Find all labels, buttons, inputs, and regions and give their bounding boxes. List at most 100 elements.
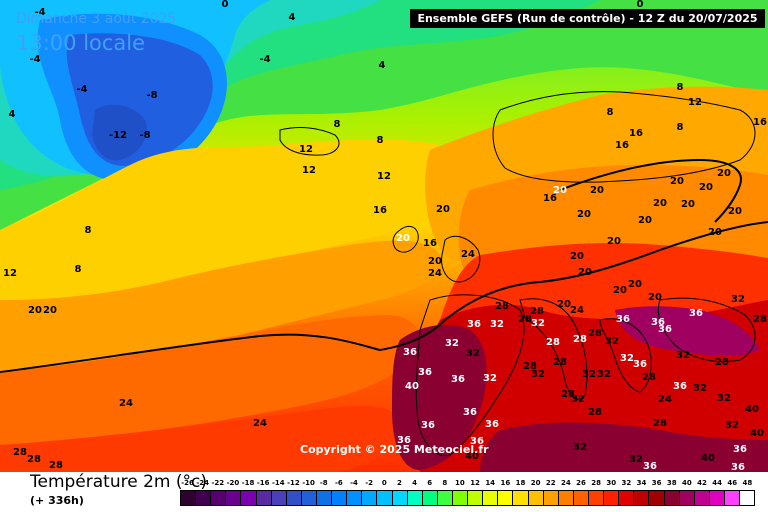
isotherm-label: 36 [397, 435, 411, 446]
isotherm-label: 32 [629, 454, 643, 465]
isotherm-label: 4 [379, 60, 386, 71]
color-scale-swatch [422, 491, 438, 505]
isotherm-label: -4 [259, 54, 270, 65]
isotherm-label: 36 [485, 419, 499, 430]
color-scale-tick: 42 [697, 479, 707, 487]
isotherm-label: 32 [717, 393, 731, 404]
color-scale-bar [180, 490, 755, 506]
isotherm-label: 32 [620, 353, 634, 364]
isotherm-label: 36 [633, 359, 647, 370]
isotherm-label: 20 [670, 176, 684, 187]
isotherm-label: 40 [465, 451, 479, 462]
color-scale-tick: 12 [470, 479, 480, 487]
isotherm-label: 20 [613, 285, 627, 296]
isotherm-label: 20 [28, 305, 42, 316]
isotherm-label: 32 [573, 442, 587, 453]
isotherm-label: 36 [463, 407, 477, 418]
color-scale-swatch [301, 491, 317, 505]
color-scale-tick: 18 [515, 479, 526, 487]
color-scale-swatch [604, 491, 620, 505]
isotherm-label: 28 [13, 447, 27, 458]
color-scale-tick: 38 [666, 479, 677, 487]
color-scale-swatch [724, 491, 741, 505]
color-scale-tick: 40 [682, 479, 692, 487]
color-scale-swatch [588, 491, 605, 505]
color-scale-swatch [181, 491, 197, 505]
isotherm-label: 36 [658, 324, 672, 335]
isotherm-label: 36 [731, 462, 745, 472]
color-scale-swatch [619, 491, 635, 505]
isotherm-label: 8 [677, 82, 684, 93]
color-scale-swatch [241, 491, 257, 505]
isotherm-label: 4 [289, 12, 296, 23]
color-scale-tick: 26 [576, 479, 586, 487]
color-scale-swatch [634, 491, 650, 505]
isotherm-label: 8 [377, 135, 384, 146]
color-scale-tick: 22 [545, 479, 556, 487]
color-scale-tick: 32 [621, 479, 632, 487]
isotherm-label: 28 [523, 361, 537, 372]
isotherm-label: 32 [731, 294, 745, 305]
isotherm-label: 36 [673, 381, 687, 392]
isotherm-label: 20 [557, 299, 571, 310]
isotherm-label: 8 [85, 225, 92, 236]
isotherm-label: 20 [638, 215, 652, 226]
isotherm-label: 16 [753, 117, 767, 128]
isotherm-label: 32 [582, 369, 596, 380]
isotherm-label: 36 [418, 367, 432, 378]
isotherm-label: 20 [653, 198, 667, 209]
isotherm-label: 20 [717, 168, 731, 179]
isotherm-label: 20 [428, 256, 442, 267]
color-scale-tick: 36 [651, 479, 662, 487]
isotherm-label: 28 [573, 334, 587, 345]
isotherm-label: 36 [689, 308, 703, 319]
isotherm-label: 40 [405, 381, 419, 392]
isotherm-label: -12 [109, 130, 127, 141]
color-scale-swatch [573, 491, 589, 505]
color-scale-tick: 4 [412, 479, 417, 487]
isotherm-label: 20 [728, 206, 742, 217]
isotherm-label: 20 [699, 182, 713, 193]
color-scale-tick: -22 [211, 479, 225, 487]
color-scale-swatch [528, 491, 544, 505]
isotherm-label: -4 [29, 54, 40, 65]
isotherm-label: -4 [76, 84, 87, 95]
temperature-map: -4 4 -4 -8 -4 -12 -8 -4 4 0 4 8 8 12 12 12 16 8 8 12 20 20 0 8 1… [0, 0, 768, 472]
color-scale-tick: -6 [334, 479, 343, 487]
isotherm-label: 32 [571, 394, 585, 405]
isotherm-label: 16 [373, 205, 387, 216]
isotherm-label: 28 [588, 328, 602, 339]
isotherm-label: 28 [27, 454, 41, 465]
isotherm-label: 0 [222, 0, 229, 10]
isotherm-label: 36 [733, 444, 747, 455]
color-scale-swatch [256, 491, 272, 505]
color-scale-tick: 0 [381, 479, 387, 487]
isotherm-label: 20 [436, 204, 450, 215]
isotherm-label: 32 [725, 420, 739, 431]
variable-title: Température 2m (°c) [30, 472, 207, 492]
isotherm-label: 8 [607, 107, 614, 118]
color-scale-swatch [543, 491, 559, 505]
isotherm-label: 20 [577, 209, 591, 220]
isotherm-label: 36 [403, 347, 417, 358]
color-scale-swatch [694, 491, 710, 505]
color-scale: -26 -24 -22 -20 -18 -16 -14 -12 -10 -8 -6 -4 -2 0 2 4 6 8… [180, 479, 755, 507]
isotherm-label: 0 [637, 0, 644, 10]
isotherm-label: 24 [119, 398, 133, 409]
isotherm-label: 28 [653, 418, 667, 429]
isotherm-label: 20 [578, 267, 592, 278]
isotherm-label: 32 [483, 373, 497, 384]
color-scale-swatch [362, 491, 378, 505]
isotherm-label: 36 [616, 314, 630, 325]
isotherm-label: 36 [451, 374, 465, 385]
color-scale-swatch [664, 491, 680, 505]
color-scale-swatch [226, 491, 242, 505]
color-scale-swatch [679, 491, 695, 505]
color-scale-tick: 24 [560, 479, 571, 487]
valid-date: Dimanche 3 août 2025 [16, 11, 177, 27]
isotherm-label: 28 [553, 357, 567, 368]
isotherm-label: -4 [34, 7, 45, 18]
color-scale-tick: -14 [272, 479, 285, 487]
isotherm-label: 24 [461, 249, 475, 260]
